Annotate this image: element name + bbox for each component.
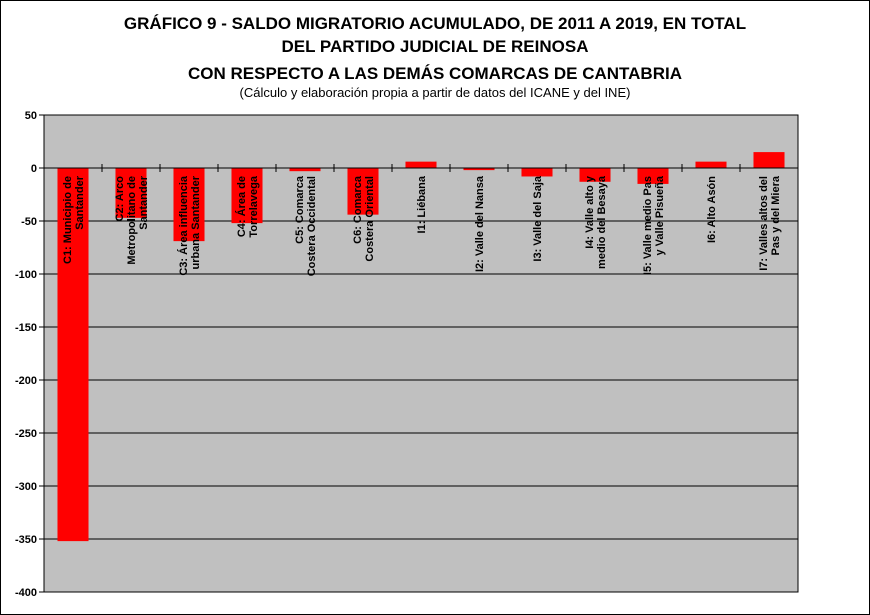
category-label-line: y Valle Pisueña [654, 175, 666, 255]
category-label-line: Torrelavega [248, 175, 260, 237]
chart-subtitle: (Cálculo y elaboración propia a partir d… [239, 85, 631, 100]
chart-title-line-2: DEL PARTIDO JUDICIAL DE REINOSA [281, 37, 589, 56]
bar [347, 168, 379, 215]
bar [579, 168, 611, 182]
category-label-line: I5: Valle medio Pas [642, 176, 654, 275]
bar [231, 168, 263, 224]
category-label-line: medio del Besaya [596, 175, 608, 269]
y-tick-label: 50 [25, 110, 37, 122]
category-label-line: C2: Arco [114, 176, 126, 222]
bar [753, 152, 785, 168]
category-label: C6: ComarcaCostera Oriental [352, 175, 376, 261]
bar [463, 168, 495, 171]
category-label-line: Metropolitano de [126, 176, 138, 265]
category-label-line: Santander [138, 175, 150, 230]
category-label-line: C6: Comarca [352, 175, 364, 244]
category-label-line: C1: Municipio de [62, 176, 74, 264]
category-label-line: C3: Área influencia [177, 175, 190, 276]
bar [289, 168, 321, 172]
bar [637, 168, 669, 184]
category-label: I6: Alto Asón [706, 176, 718, 243]
category-label: I2: Valle del Nansa [474, 175, 486, 272]
plot-area [44, 115, 798, 592]
plot-background [44, 115, 798, 592]
category-label: I3: Valle del Saja [532, 175, 544, 261]
category-label: I4: Valle alto ymedio del Besaya [584, 175, 608, 269]
bars [57, 152, 785, 542]
y-tick-label: -200 [15, 375, 37, 387]
category-labels: C1: Municipio deSantander C2: ArcoMetropo… [62, 175, 782, 276]
category-label: I1: Liébana [416, 175, 428, 233]
category-label-line: Pas y del Miera [770, 175, 782, 255]
category-label-line: I6: Alto Asón [706, 176, 718, 243]
bar [57, 168, 89, 542]
category-label-line: C5: Comarca [294, 175, 306, 244]
y-tick-label: -100 [15, 269, 37, 281]
chart-title-line-3: CON RESPECTO A LAS DEMÁS COMARCAS DE CAN… [188, 64, 682, 83]
y-tick-label: -50 [21, 216, 37, 228]
category-label: C3: Área influenciaurbana Santander [177, 175, 202, 276]
y-tick-label: -300 [15, 481, 37, 493]
bar [173, 168, 205, 242]
bar [695, 161, 727, 168]
category-label-line: urbana Santander [190, 175, 202, 269]
category-label-line: I3: Valle del Saja [532, 175, 544, 261]
y-tick-label: -250 [15, 428, 37, 440]
category-label-line: I4: Valle alto y [584, 175, 596, 249]
bar [115, 168, 147, 218]
bar [405, 161, 437, 168]
category-label: C1: Municipio deSantander [62, 175, 86, 264]
category-label: I7: Valles altos delPas y del Miera [758, 175, 782, 271]
y-tick-label: 0 [31, 163, 37, 175]
category-label-line: I7: Valles altos del [758, 176, 770, 271]
category-label-line: Costera Occidental [306, 176, 318, 276]
chart-title-line-1: GRÁFICO 9 - SALDO MIGRATORIO ACUMULADO, … [123, 14, 747, 33]
y-tick-label: -400 [15, 587, 37, 599]
plot-border [43, 114, 799, 593]
y-tick-labels: 50 0 -50 -100 -150 -200 -250 -300 -350 -400 [15, 110, 37, 599]
category-label-line: Santander [74, 175, 86, 230]
category-label-line: I2: Valle del Nansa [474, 175, 486, 272]
axes [39, 114, 799, 593]
category-label: C2: ArcoMetropolitano deSantander [114, 175, 150, 264]
bar [521, 168, 553, 177]
category-label: C5: ComarcaCostera Occidental [294, 175, 318, 276]
category-label-line: C4: Área de [235, 176, 248, 237]
y-tick-label: -350 [15, 534, 37, 546]
category-label: I5: Valle medio Pasy Valle Pisueña [642, 175, 666, 275]
category-label-line: I1: Liébana [416, 175, 428, 233]
category-label-line: Costera Oriental [364, 176, 376, 262]
category-label: C4: Área deTorrelavega [235, 175, 260, 237]
y-tick-label: -150 [15, 322, 37, 334]
